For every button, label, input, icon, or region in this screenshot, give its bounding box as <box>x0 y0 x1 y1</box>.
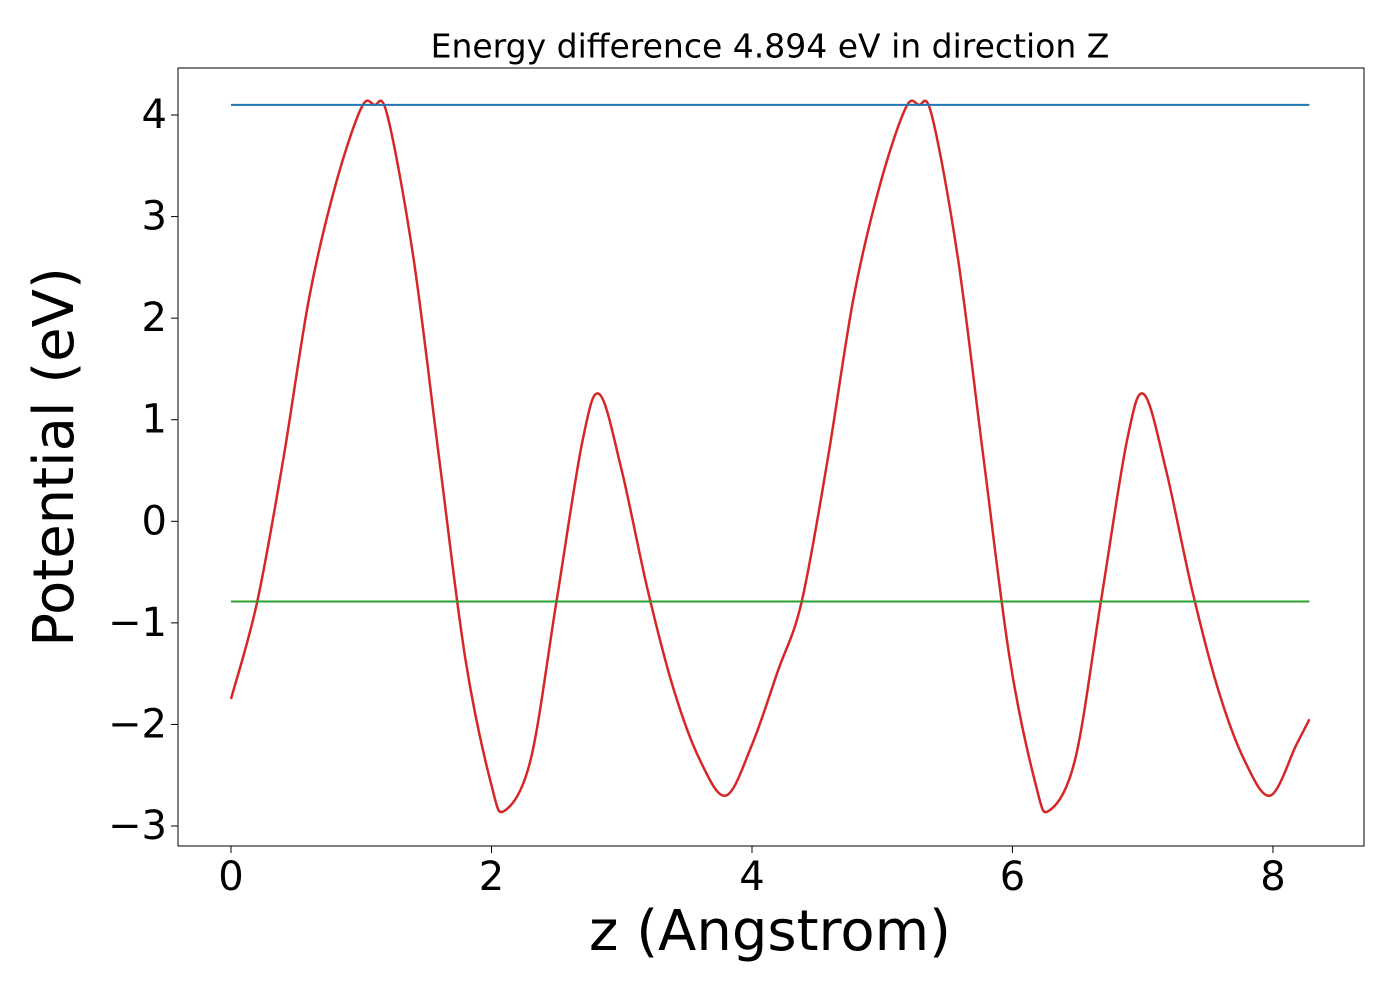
x-tick-label: 2 <box>479 854 504 900</box>
y-tick-label: 0 <box>142 498 167 544</box>
y-tick-label: −2 <box>108 701 167 747</box>
x-tick-label: 6 <box>1000 854 1025 900</box>
y-tick-label: −3 <box>108 803 167 849</box>
y-tick-label: −1 <box>108 600 167 646</box>
x-tick-label: 8 <box>1260 854 1285 900</box>
x-tick-label: 0 <box>218 854 243 900</box>
y-tick-label: 3 <box>142 194 167 240</box>
plot-frame <box>177 67 1365 847</box>
series-line <box>229 99 1311 814</box>
chart-title: Energy difference 4.894 eV in direction … <box>431 27 1110 66</box>
y-tick-label: 4 <box>142 92 167 138</box>
y-axis-label: Potential (eV) <box>22 267 87 647</box>
y-tick-label: 1 <box>142 397 167 443</box>
x-axis-label: z (Angstrom) <box>589 899 951 964</box>
x-tick-label: 4 <box>739 854 764 900</box>
y-tick-label: 2 <box>142 295 167 341</box>
